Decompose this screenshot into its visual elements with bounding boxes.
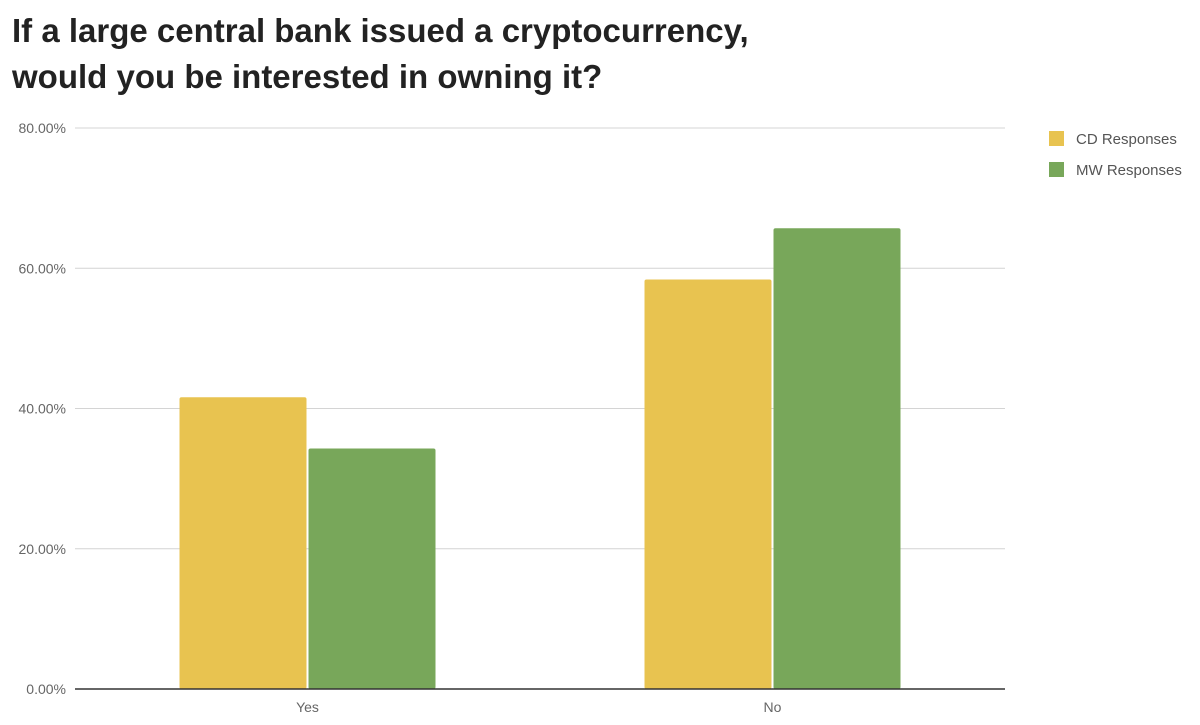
chart-title: If a large central bank issued a cryptoc… [12, 8, 1012, 100]
bar-cd-responses-no [644, 279, 772, 689]
chart-title-line-2: would you be interested in owning it? [12, 58, 603, 95]
bar-cd-responses-yes [179, 397, 307, 689]
y-tick-label: 20.00% [19, 541, 66, 557]
legend-swatch [1049, 131, 1064, 146]
chart-title-line-1: If a large central bank issued a cryptoc… [12, 12, 749, 49]
legend-swatch [1049, 162, 1064, 177]
x-tick-label: No [764, 699, 782, 715]
y-tick-label: 40.00% [19, 401, 66, 417]
bar-mw-responses-no [773, 228, 901, 689]
y-tick-label: 80.00% [19, 120, 66, 136]
y-tick-label: 0.00% [26, 681, 66, 697]
x-tick-label: Yes [296, 699, 319, 715]
legend-label: CD Responses [1076, 131, 1177, 148]
bar-mw-responses-yes [308, 448, 436, 689]
y-tick-label: 60.00% [19, 260, 66, 276]
legend-label: MW Responses [1076, 162, 1182, 179]
